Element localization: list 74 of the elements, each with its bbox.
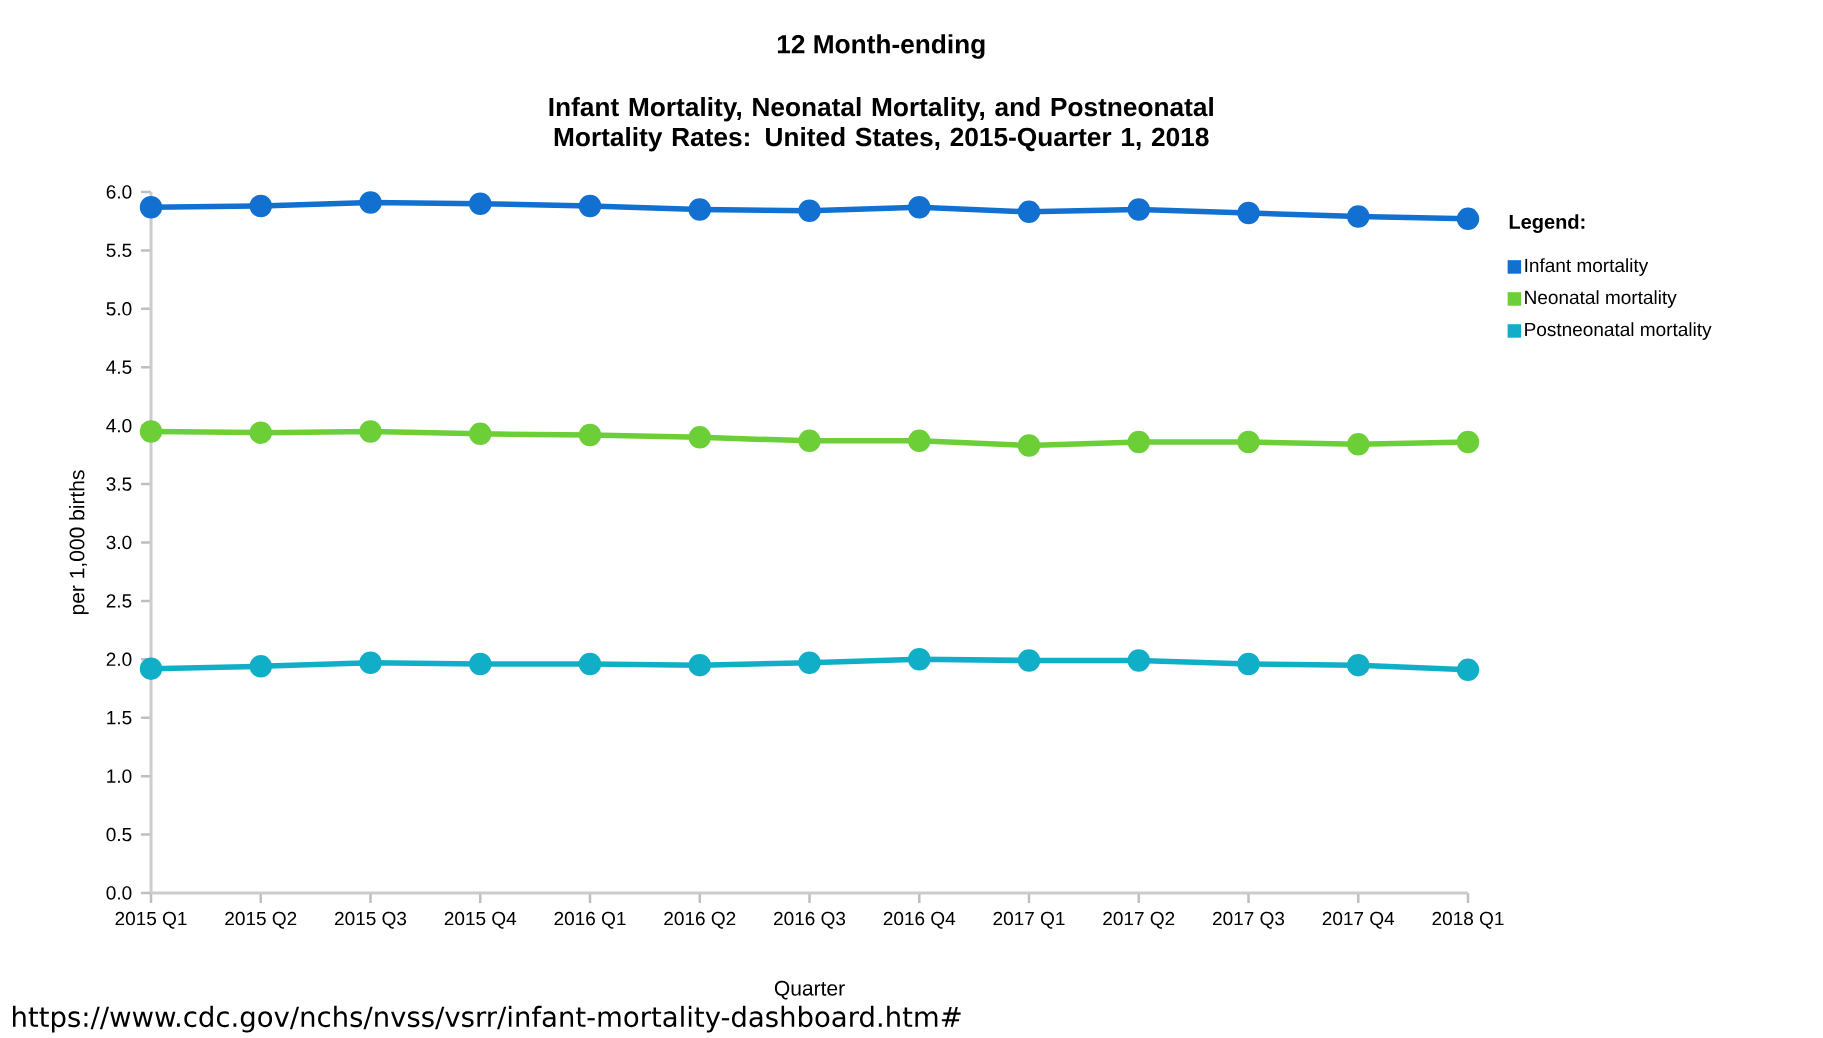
x-tick-label: 2017 Q3 xyxy=(1213,911,1285,929)
x-tick-label: 2017 Q4 xyxy=(1322,911,1395,929)
legend-label: Neonatal mortality xyxy=(1525,290,1677,308)
point xyxy=(1347,433,1370,456)
point xyxy=(469,422,492,446)
point xyxy=(1456,658,1480,682)
x-tick-label: 2015 Q4 xyxy=(444,911,517,929)
point xyxy=(139,657,163,680)
point xyxy=(1017,200,1041,224)
y-tick-label: 0.0 xyxy=(106,886,132,900)
point xyxy=(1237,430,1260,454)
y-tick-label: 3.5 xyxy=(106,477,132,491)
x-tick-label: 2016 Q4 xyxy=(883,911,956,929)
point xyxy=(1017,649,1041,672)
point xyxy=(688,426,712,449)
legend-title: Legend: xyxy=(1509,214,1585,233)
point xyxy=(578,423,602,447)
y-tick-label: 2.5 xyxy=(106,594,132,608)
x-tick-label: 2015 Q3 xyxy=(335,911,407,929)
point xyxy=(908,429,931,453)
x-tick-label: 2017 Q1 xyxy=(993,911,1065,929)
point xyxy=(249,194,273,218)
x-axis-title: Quarter xyxy=(774,980,845,1000)
point xyxy=(578,652,602,676)
text: https://www.cdc.gov/nchs/nvss/vsrr/infant-mortality-dashboard.htm# xyxy=(13,1005,961,1033)
x-tick-label: 2018 Q1 xyxy=(1432,911,1504,929)
y-tick-label: 2.0 xyxy=(106,652,132,667)
y-tick-label: 3.0 xyxy=(106,535,132,550)
y-axis-title: per 1,000 births xyxy=(69,470,89,615)
y-tick-label: 1.0 xyxy=(107,769,132,783)
x-tick-label: 2015 Q1 xyxy=(115,911,187,929)
x-tick-label: 2017 Q2 xyxy=(1103,911,1175,929)
point xyxy=(908,648,931,671)
chart-title: 12 Month-ending xyxy=(777,34,985,59)
legend-label: Infant mortality xyxy=(1525,258,1649,276)
point xyxy=(688,198,712,221)
x-tick-label: 2016 Q1 xyxy=(554,911,626,929)
point xyxy=(1017,434,1041,457)
chart-subtitle: Infant Mortality, Neonatal Mortality, and Postneonatal Mortality Rates: United States, 2015-Quarter 1, 2018 xyxy=(549,97,1213,152)
point xyxy=(908,195,931,219)
point xyxy=(1127,198,1151,221)
point xyxy=(249,655,273,678)
y-tick-label: 5.0 xyxy=(106,302,132,316)
point xyxy=(1456,430,1480,454)
point xyxy=(1237,652,1260,676)
point xyxy=(1127,430,1151,454)
y-tick-label: 5.5 xyxy=(106,243,132,258)
point xyxy=(798,651,821,675)
point xyxy=(359,420,382,443)
point xyxy=(249,421,273,444)
point xyxy=(798,429,821,453)
point xyxy=(1347,205,1370,228)
y-tick-label: 6.0 xyxy=(106,185,132,199)
legend-label: Postneonatal mortality xyxy=(1525,322,1712,340)
point xyxy=(688,653,712,677)
point xyxy=(1237,201,1260,225)
point xyxy=(469,652,492,676)
point xyxy=(1127,649,1151,672)
y-tick-label: 1.5 xyxy=(107,711,132,725)
point xyxy=(798,199,821,222)
x-tick-label: 2015 Q2 xyxy=(225,911,297,929)
point xyxy=(139,420,163,443)
y-tick-label: 0.5 xyxy=(106,827,132,842)
point xyxy=(1347,653,1370,677)
point xyxy=(139,195,163,219)
point xyxy=(578,194,602,218)
point xyxy=(1456,207,1480,231)
y-tick-label: 4.5 xyxy=(106,360,132,374)
y-tick-label: 4.0 xyxy=(106,418,132,433)
point xyxy=(359,191,382,214)
point xyxy=(469,192,492,215)
point xyxy=(359,651,382,675)
x-tick-label: 2016 Q3 xyxy=(774,911,846,929)
x-tick-label: 2016 Q2 xyxy=(664,911,736,929)
